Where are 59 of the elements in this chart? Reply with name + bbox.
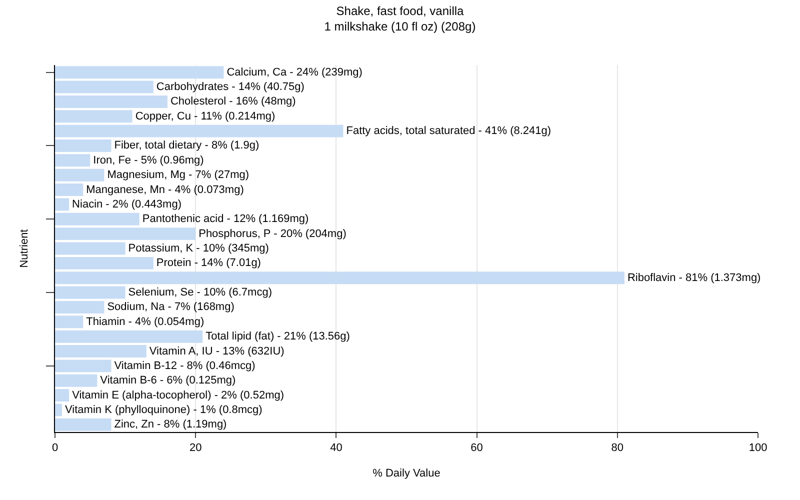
category-label: Protein - 14% (7.01g) xyxy=(156,257,261,270)
bar xyxy=(55,345,146,358)
bar xyxy=(55,228,196,240)
category-label: Iron, Fe - 5% (0.96mg) xyxy=(93,154,204,166)
bar xyxy=(55,154,90,167)
category-label: Vitamin K (phylloquinone) - 1% (0.8mcg) xyxy=(65,404,262,416)
bar xyxy=(55,286,126,299)
bar xyxy=(55,418,112,431)
category-label: Vitamin A, IU - 13% (632IU) xyxy=(149,345,284,358)
category-label: Pantothenic acid - 12% (1.169mg) xyxy=(142,213,309,226)
bar xyxy=(55,272,624,284)
bar xyxy=(55,330,203,343)
bar xyxy=(55,389,70,402)
x-tick-label: 100 xyxy=(748,442,768,454)
y-axis-title: Nutrient xyxy=(18,229,31,268)
category-label: Vitamin B-6 - 6% (0.125mg) xyxy=(100,374,236,387)
bar xyxy=(55,360,112,372)
x-axis-title: % Daily Value xyxy=(372,467,440,480)
category-label: Magnesium, Mg - 7% (27mg) xyxy=(107,169,250,182)
category-label: Calcium, Ca - 24% (239mg) xyxy=(226,66,362,78)
category-label: Riboflavin - 81% (1.373mg) xyxy=(627,272,761,284)
category-label: Zinc, Zn - 8% (1.19mg) xyxy=(114,418,227,431)
category-label: Fatty acids, total saturated - 41% (8.241g) xyxy=(346,125,552,138)
category-label: Copper, Cu - 11% (0.214mg) xyxy=(135,110,276,122)
bar xyxy=(55,374,98,387)
x-tick-label: 0 xyxy=(52,442,58,454)
bar xyxy=(55,212,140,226)
category-label: Vitamin E (alpha-tocopherol) - 2% (0.52mg) xyxy=(72,389,284,402)
bar xyxy=(55,168,104,182)
category-label: Fiber, total dietary - 8% (1.9g) xyxy=(114,140,260,152)
bar xyxy=(55,404,62,416)
category-label: Cholesterol - 16% (48mg) xyxy=(170,96,296,108)
category-label: Phosphorus, P - 20% (204mg) xyxy=(198,228,346,240)
bar xyxy=(55,124,344,138)
bar xyxy=(55,66,224,79)
bar xyxy=(55,256,154,270)
bar xyxy=(55,140,112,152)
category-label: Thiamin - 4% (0.054mg) xyxy=(86,316,204,328)
bar xyxy=(55,95,168,108)
category-label: Selenium, Se - 10% (6.7mcg) xyxy=(128,286,272,299)
category-label: Potassium, K - 10% (345mg) xyxy=(128,242,269,254)
category-label: Manganese, Mn - 4% (0.073mg) xyxy=(86,184,244,196)
bar xyxy=(55,198,70,211)
x-tick-label: 60 xyxy=(470,442,483,454)
bar xyxy=(55,80,154,94)
bar xyxy=(55,242,126,255)
category-label: Sodium, Na - 7% (168mg) xyxy=(107,301,234,314)
x-tick-label: 80 xyxy=(611,442,624,454)
chart-title: Shake, fast food, vanilla 1 milkshake (10 fl oz) (208g) xyxy=(324,4,476,34)
bar xyxy=(55,110,132,123)
x-tick-label: 40 xyxy=(330,442,342,454)
x-tick-label: 20 xyxy=(189,442,202,454)
bar xyxy=(55,184,84,196)
category-label: Vitamin B-12 - 8% (0.46mcg) xyxy=(114,360,256,372)
category-label: Carbohydrates - 14% (40.75g) xyxy=(156,81,304,94)
bar xyxy=(55,316,84,328)
bar xyxy=(55,300,104,314)
category-label: Total lipid (fat) - 21% (13.56g) xyxy=(206,330,350,343)
category-label: Niacin - 2% (0.443mg) xyxy=(72,198,182,210)
